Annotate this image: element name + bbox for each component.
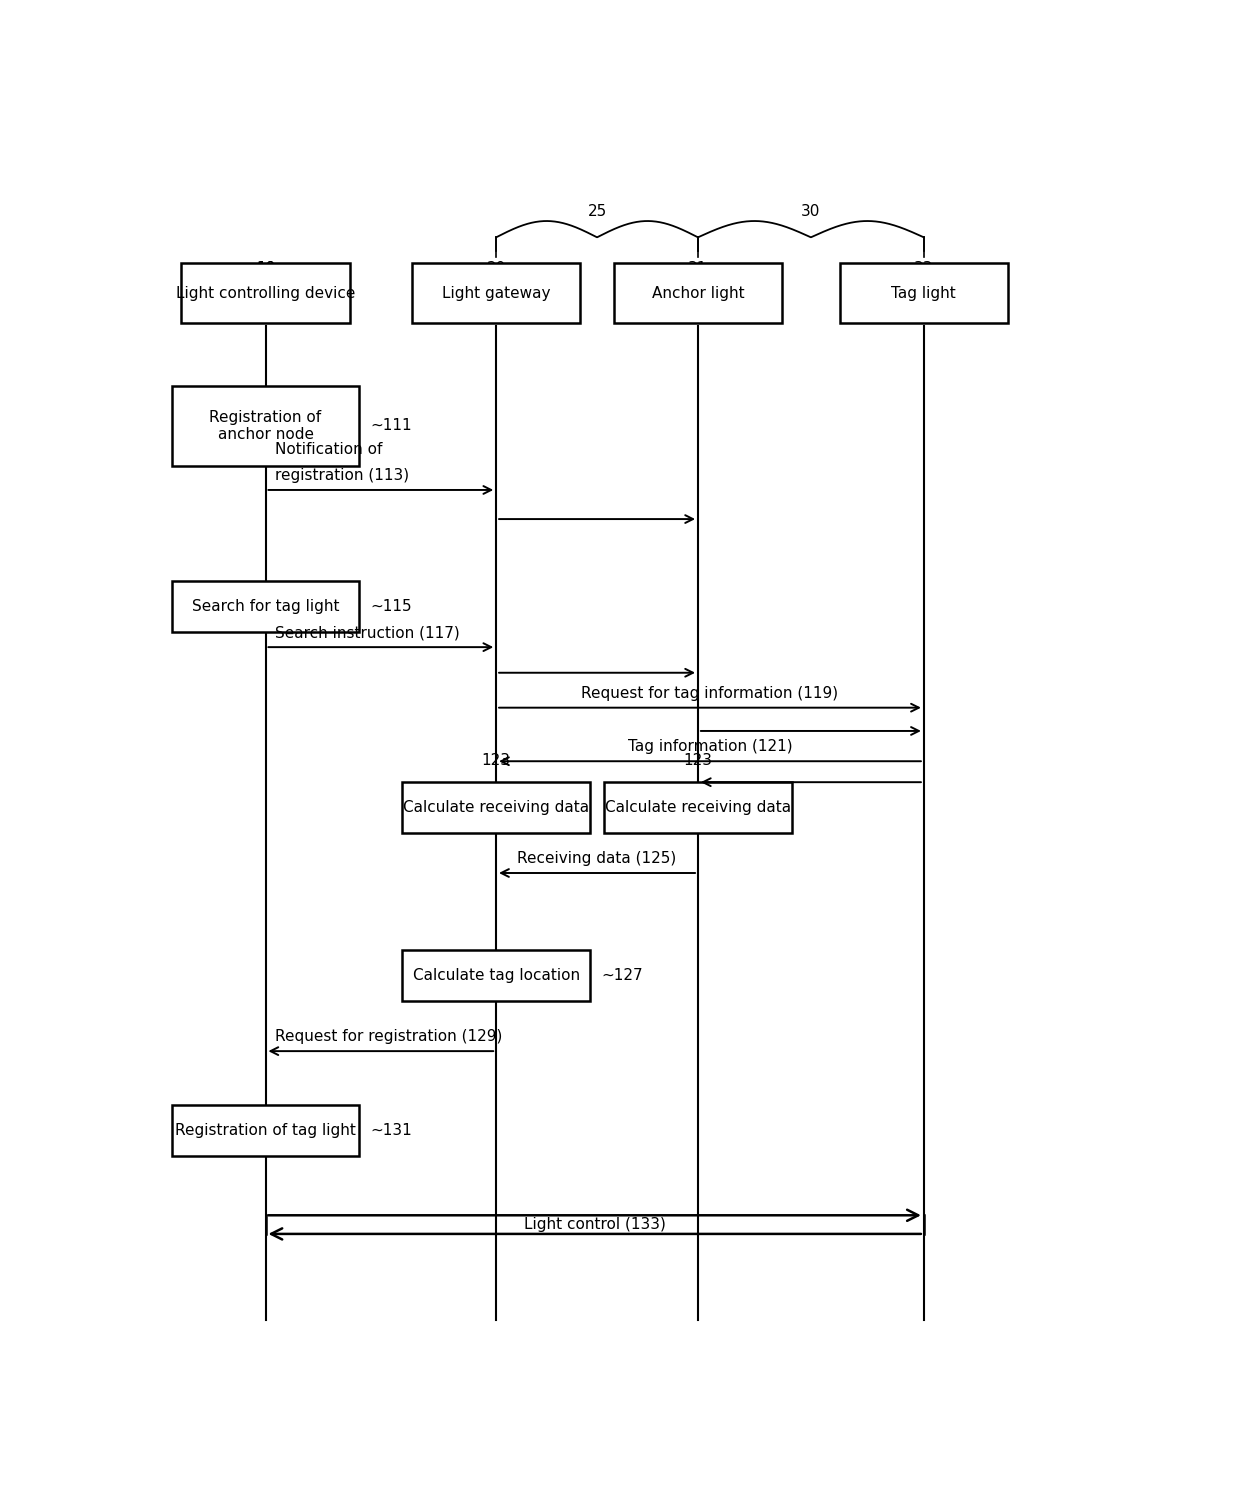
Text: 10: 10: [255, 260, 275, 275]
Bar: [403, 782, 590, 833]
Text: 20: 20: [486, 260, 506, 275]
Text: 31: 31: [688, 260, 708, 275]
Text: 123: 123: [683, 753, 713, 768]
Text: 33: 33: [914, 260, 934, 275]
Bar: [839, 263, 1008, 324]
Text: Registration of
anchor node: Registration of anchor node: [210, 410, 321, 442]
Text: Light control (133): Light control (133): [523, 1217, 666, 1232]
Text: ~115: ~115: [371, 599, 413, 614]
Text: registration (113): registration (113): [275, 469, 409, 482]
Text: Registration of tag light: Registration of tag light: [175, 1123, 356, 1139]
Bar: [614, 263, 782, 324]
Bar: [181, 263, 350, 324]
Bar: [403, 950, 590, 1001]
Text: Tag information (121): Tag information (121): [627, 739, 792, 754]
Text: Search instruction (117): Search instruction (117): [275, 624, 460, 640]
Text: ~131: ~131: [371, 1123, 413, 1139]
Text: Anchor light: Anchor light: [652, 286, 744, 301]
Text: ~111: ~111: [371, 419, 413, 434]
Text: Request for tag information (119): Request for tag information (119): [582, 685, 838, 700]
Bar: [412, 263, 580, 324]
Text: Tag light: Tag light: [892, 286, 956, 301]
Bar: [172, 1105, 360, 1155]
Text: Calculate receiving data: Calculate receiving data: [605, 800, 791, 815]
Bar: [172, 581, 360, 632]
Bar: [604, 782, 791, 833]
Text: ~127: ~127: [601, 968, 644, 983]
Text: 123: 123: [481, 753, 511, 768]
Text: Calculate tag location: Calculate tag location: [413, 968, 580, 983]
Text: Search for tag light: Search for tag light: [192, 599, 340, 614]
Bar: [172, 387, 360, 466]
Text: Request for registration (129): Request for registration (129): [275, 1030, 502, 1045]
Text: 30: 30: [801, 204, 821, 219]
Text: Notification of: Notification of: [275, 443, 382, 457]
Text: 10: 10: [255, 260, 275, 275]
Text: Calculate receiving data: Calculate receiving data: [403, 800, 589, 815]
Text: Light gateway: Light gateway: [441, 286, 551, 301]
Text: Light controlling device: Light controlling device: [176, 286, 355, 301]
Text: Receiving data (125): Receiving data (125): [517, 851, 677, 866]
Text: 25: 25: [588, 204, 606, 219]
